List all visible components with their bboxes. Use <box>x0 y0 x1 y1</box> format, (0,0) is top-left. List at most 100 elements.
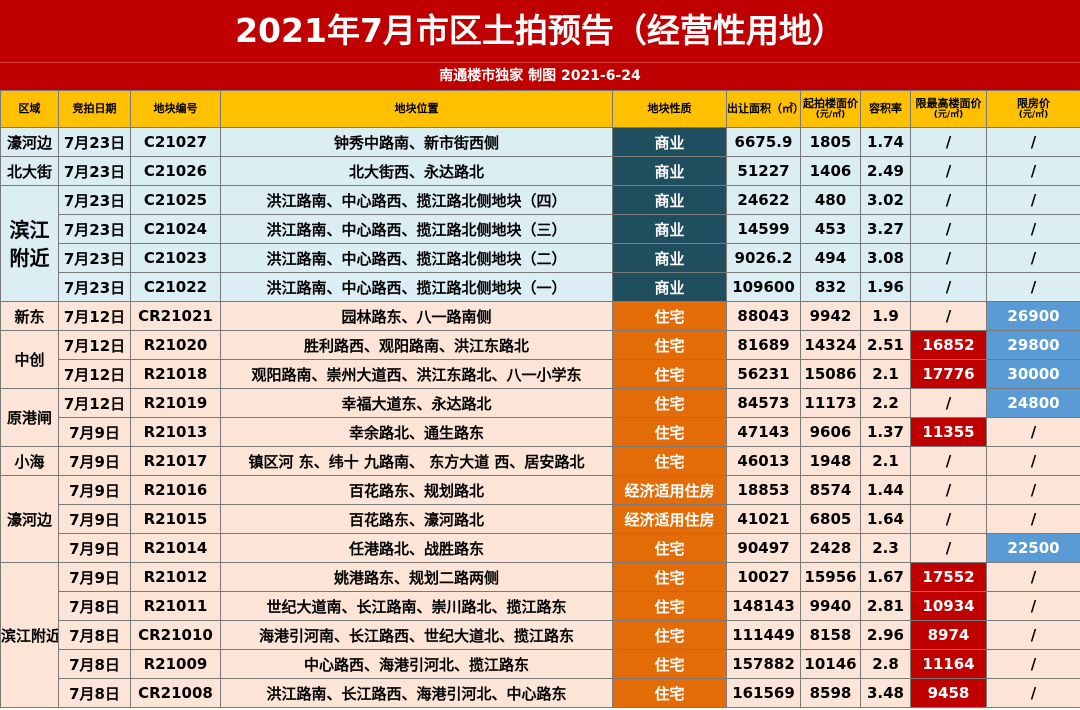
cell-code: R21019 <box>130 388 221 418</box>
cell-area-group: 濠河边 <box>0 127 59 157</box>
cell-location: 幸余路北、通生路东 <box>220 417 613 447</box>
cell-nature: 商业 <box>612 127 727 157</box>
table-row: 7月8日 R21011 世纪大道南、长江路南、崇川路北、揽江路东 住宅 148143 99… <box>1 591 1080 621</box>
table-row: 7月12日 R21018 观阳路南、崇州大道西、洪江东路北、八一小学东 住宅 56231… <box>1 359 1080 389</box>
cell-nature: 商业 <box>612 243 727 273</box>
cell-start-price: 8598 <box>800 678 861 708</box>
cell-max-price: / <box>910 301 987 331</box>
cell-code: R21018 <box>130 359 221 389</box>
cell-far: 2.81 <box>860 591 911 621</box>
cell-limit-price: / <box>986 185 1080 215</box>
table-row: 7月9日 R21015 百花路东、濠河路北 经济适用住房 41021 6805 1.64// <box>1 504 1080 534</box>
cell-code: R21009 <box>130 649 221 679</box>
cell-date: 7月9日 <box>58 562 131 592</box>
col-header-area: 区域 <box>0 90 59 128</box>
cell-nature: 住宅 <box>612 359 727 389</box>
cell-date: 7月12日 <box>58 388 131 418</box>
col-header-code: 地块编号 <box>130 90 221 128</box>
cell-code: C21024 <box>130 214 221 244</box>
cell-limit-price: / <box>986 504 1080 534</box>
cell-nature: 商业 <box>612 185 727 215</box>
cell-date: 7月9日 <box>58 417 131 447</box>
cell-location: 任港路北、战胜路东 <box>220 533 613 563</box>
cell-max-price: 8974 <box>910 620 987 650</box>
cell-code: R21017 <box>130 446 221 476</box>
cell-limit-price: 30000 <box>986 359 1080 389</box>
cell-location: 洪江路南、中心路西、揽江路北侧地块（三） <box>220 214 613 244</box>
cell-max-price: / <box>910 446 987 476</box>
col-header-location: 地块位置 <box>220 90 613 128</box>
cell-nature: 商业 <box>612 272 727 302</box>
cell-far: 1.64 <box>860 504 911 534</box>
cell-date: 7月9日 <box>58 446 131 476</box>
cell-area-group: 原港闸 <box>0 388 59 447</box>
cell-nature: 住宅 <box>612 301 727 331</box>
cell-location: 幸福大道东、永达路北 <box>220 388 613 418</box>
cell-date: 7月23日 <box>58 243 131 273</box>
cell-land-area: 81689 <box>726 330 801 360</box>
cell-max-price: / <box>910 533 987 563</box>
cell-limit-price: / <box>986 127 1080 157</box>
cell-land-area: 56231 <box>726 359 801 389</box>
table-row: 7月8日 CR21010 海港引河南、长江路西、世纪大道北、揽江路东 住宅 111449… <box>1 620 1080 650</box>
cell-limit-price: / <box>986 475 1080 505</box>
cell-nature: 住宅 <box>612 388 727 418</box>
cell-area-group: 滨江附近 <box>0 562 59 708</box>
cell-date: 7月23日 <box>58 185 131 215</box>
cell-location: 洪江路南、中心路西、揽江路北侧地块（一） <box>220 272 613 302</box>
table-row: 7月9日 R21014 任港路北、战胜路东 住宅 90497 2428 2.3/22500 <box>1 533 1080 563</box>
cell-start-price: 1805 <box>800 127 861 157</box>
cell-land-area: 84573 <box>726 388 801 418</box>
cell-location: 洪江路南、中心路西、揽江路北侧地块（二） <box>220 243 613 273</box>
table-row: 7月9日 R21013 幸余路北、通生路东 住宅 47143 9606 1.37 11355/ <box>1 417 1080 447</box>
cell-start-price: 494 <box>800 243 861 273</box>
cell-far: 2.51 <box>860 330 911 360</box>
col-header-date: 竞拍日期 <box>58 90 131 128</box>
table-row: 7月8日 CR21008 洪江路南、长江路西、海港引河北、中心路东 住宅 161569 8… <box>1 678 1080 708</box>
cell-far: 2.8 <box>860 649 911 679</box>
cell-date: 7月12日 <box>58 301 131 331</box>
cell-start-price: 15956 <box>800 562 861 592</box>
cell-limit-price: / <box>986 214 1080 244</box>
cell-code: R21015 <box>130 504 221 534</box>
table-row: 7月8日 R21009 中心路西、海港引河北、揽江路东 住宅 157882 10146 2.… <box>1 649 1080 679</box>
cell-area-group: 濠河边 <box>0 475 59 563</box>
cell-land-area: 47143 <box>726 417 801 447</box>
cell-start-price: 9942 <box>800 301 861 331</box>
cell-land-area: 46013 <box>726 446 801 476</box>
cell-far: 2.3 <box>860 533 911 563</box>
cell-date: 7月12日 <box>58 330 131 360</box>
cell-limit-price: / <box>986 243 1080 273</box>
cell-area-group: 小海 <box>0 446 59 476</box>
cell-far: 2.96 <box>860 620 911 650</box>
cell-date: 7月8日 <box>58 678 131 708</box>
cell-land-area: 148143 <box>726 591 801 621</box>
cell-code: C21026 <box>130 156 221 186</box>
cell-land-area: 90497 <box>726 533 801 563</box>
cell-max-price: 11164 <box>910 649 987 679</box>
cell-land-area: 9026.2 <box>726 243 801 273</box>
cell-start-price: 9940 <box>800 591 861 621</box>
cell-code: R21020 <box>130 330 221 360</box>
cell-far: 1.44 <box>860 475 911 505</box>
cell-start-price: 6805 <box>800 504 861 534</box>
cell-code: CR21021 <box>130 301 221 331</box>
cell-limit-price: / <box>986 562 1080 592</box>
cell-max-price: 11355 <box>910 417 987 447</box>
cell-limit-price: / <box>986 272 1080 302</box>
cell-limit-price: / <box>986 591 1080 621</box>
cell-limit-price: 26900 <box>986 301 1080 331</box>
cell-max-price: 17776 <box>910 359 987 389</box>
cell-far: 1.9 <box>860 301 911 331</box>
cell-nature: 住宅 <box>612 620 727 650</box>
cell-limit-price: 22500 <box>986 533 1080 563</box>
table-row: 小海 7月9日 R21017 镇区河 东、纬十 九路南、 东方大道 西、居安路北 住宅 4… <box>0 446 1080 476</box>
cell-start-price: 14324 <box>800 330 861 360</box>
cell-date: 7月23日 <box>58 272 131 302</box>
cell-location: 姚港路东、规划二路两侧 <box>220 562 613 592</box>
cell-far: 3.08 <box>860 243 911 273</box>
cell-land-area: 157882 <box>726 649 801 679</box>
cell-max-price: 17552 <box>910 562 987 592</box>
table-row: 新东 7月12日 CR21021 园林路东、八一路南侧 住宅 88043 9942 1.9/2… <box>0 301 1080 331</box>
cell-start-price: 2428 <box>800 533 861 563</box>
